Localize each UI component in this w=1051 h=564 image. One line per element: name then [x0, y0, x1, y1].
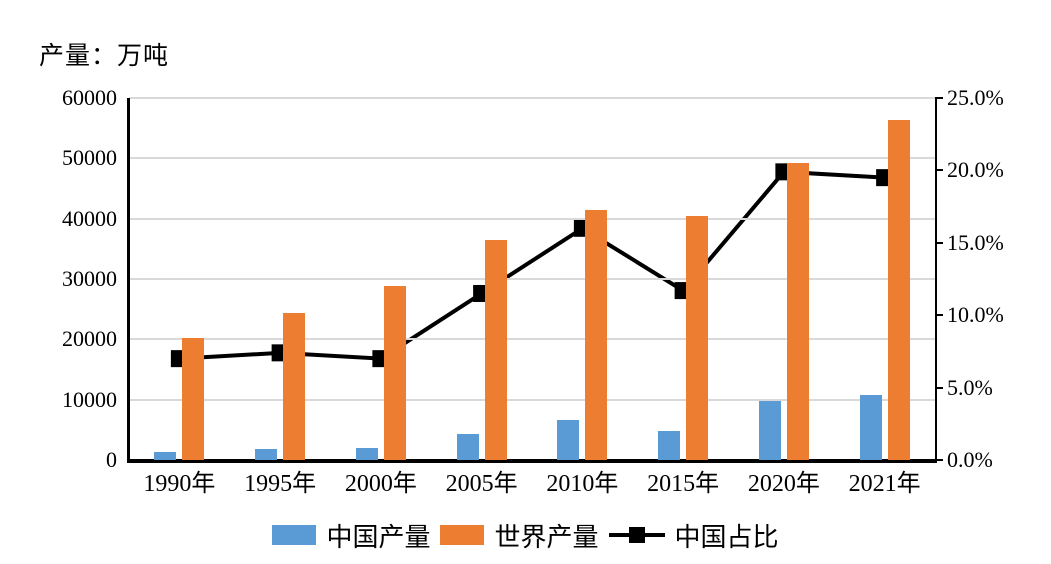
- y-axis-right-tick: [935, 386, 943, 389]
- legend-swatch-line-marker-icon: [608, 525, 665, 545]
- gridline: [129, 398, 935, 401]
- legend-square-marker-icon: [628, 527, 645, 543]
- axis-unit-label: 产量：万吨: [39, 43, 170, 70]
- legend-swatch-bar-icon: [440, 525, 485, 545]
- y-axis-tick-label-left: 10000: [62, 386, 117, 412]
- y-axis-tick-label-right: 15.0%: [947, 229, 1004, 255]
- bar-china-production: [154, 451, 177, 460]
- legend-item: 中国占比: [608, 517, 779, 554]
- x-axis-label: 2015年: [647, 471, 720, 497]
- x-axis-label: 2021年: [848, 471, 921, 497]
- gridline: [129, 217, 935, 220]
- bar-china-production: [859, 394, 882, 460]
- y-axis-right-line: [935, 98, 937, 462]
- bar-world-production: [283, 312, 306, 460]
- x-axis-label: 1995年: [244, 471, 317, 497]
- x-axis-label: 1990年: [143, 471, 216, 497]
- legend-label: 中国产量: [326, 522, 431, 552]
- y-axis-tick-label-right: 20.0%: [947, 157, 1004, 183]
- y-axis-right-tick: [935, 459, 943, 461]
- x-axis-label: 2020年: [747, 471, 820, 497]
- bar-world-production: [887, 120, 910, 460]
- y-axis-tick-label-right: 25.0%: [947, 85, 1004, 110]
- bar-china-production: [758, 401, 781, 460]
- bar-world-production: [585, 209, 608, 460]
- y-axis-right-tick: [935, 97, 943, 99]
- x-axis-label: 2005年: [445, 471, 518, 497]
- bar-china-production: [255, 449, 278, 460]
- gridline: [129, 97, 935, 99]
- legend-item: 中国产量: [272, 517, 430, 554]
- y-axis-tick-label-left: 50000: [62, 145, 117, 171]
- x-axis-line: [127, 459, 937, 463]
- y-axis-tick-label-left: 40000: [62, 205, 117, 231]
- y-axis-tick-label-left: 0: [106, 447, 117, 472]
- y-axis-right-tick: [935, 169, 943, 172]
- y-axis-tick-label-right: 0.0%: [947, 447, 993, 472]
- y-axis-tick-label-left: 20000: [62, 326, 117, 352]
- legend-label: 世界产量: [494, 522, 599, 552]
- x-axis-label: 2000年: [344, 471, 417, 497]
- bar-world-production: [786, 162, 809, 460]
- bar-world-production: [484, 239, 507, 460]
- y-axis-left-line: [127, 98, 130, 462]
- bar-world-production: [686, 215, 709, 460]
- y-axis-tick-label-right: 5.0%: [947, 374, 993, 400]
- gridline: [129, 338, 935, 341]
- bar-china-production: [355, 447, 378, 460]
- legend: 中国产量 世界产量 中国占比: [0, 515, 1051, 555]
- gridline: [129, 157, 935, 160]
- legend-swatch-bar-icon: [272, 525, 317, 545]
- y-axis-right-tick: [935, 314, 943, 317]
- bar-china-production: [658, 431, 681, 460]
- gridline: [129, 278, 935, 280]
- y-axis-tick-label-left: 30000: [62, 266, 117, 291]
- bar-china-production: [456, 434, 479, 460]
- legend-item: 世界产量: [440, 517, 599, 554]
- legend-label: 中国占比: [674, 522, 779, 552]
- x-axis-label: 2010年: [546, 471, 619, 497]
- bar-world-production: [182, 338, 205, 460]
- y-axis-tick-label-right: 10.0%: [947, 302, 1004, 328]
- y-axis-right-tick: [935, 241, 943, 244]
- y-axis-tick-label-left: 60000: [62, 85, 117, 110]
- bar-world-production: [383, 286, 406, 460]
- bar-china-production: [557, 420, 580, 460]
